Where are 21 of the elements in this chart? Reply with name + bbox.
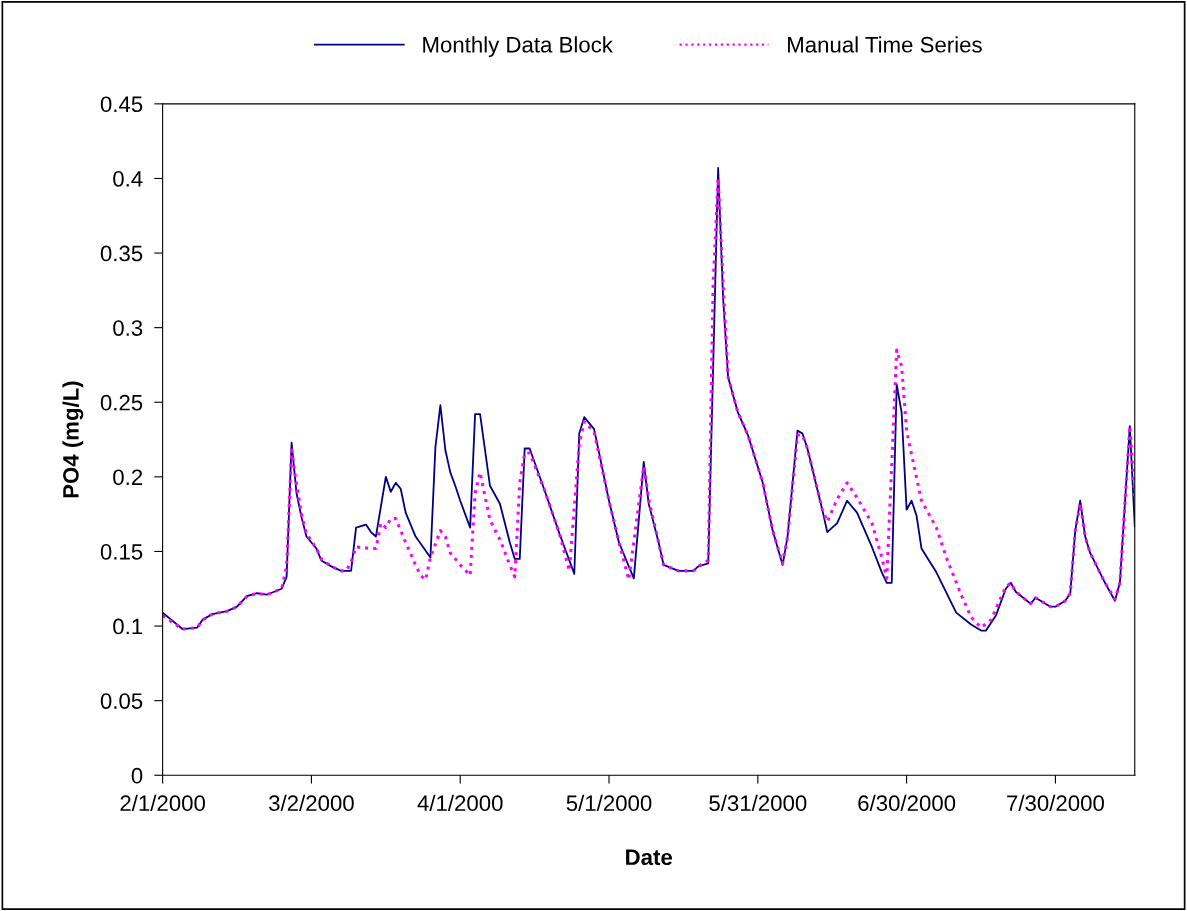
y-tick-label: 0.2 — [113, 469, 143, 486]
x-tick-label: 7/30/2000 — [1007, 794, 1104, 812]
x-tick-label: 6/30/2000 — [858, 794, 956, 812]
x-axis-title: Date — [626, 849, 673, 866]
x-tick-label: 5/31/2000 — [709, 794, 807, 812]
y-tick-label: 0.1 — [113, 618, 143, 635]
y-tick-label: 0.05 — [100, 693, 143, 709]
y-tick-label: 0.15 — [100, 543, 143, 560]
legend-label: Manual Time Series — [788, 36, 982, 53]
y-tick-label: 0.25 — [100, 394, 143, 411]
y-tick-label: 0.45 — [100, 96, 143, 113]
x-tick-label: 5/1/2000 — [566, 794, 652, 812]
y-tick-label: 0 — [131, 767, 143, 784]
y-tick-label: 0.3 — [113, 320, 143, 336]
y-tick-label: 0.4 — [113, 170, 143, 187]
x-tick-label: 2/1/2000 — [120, 794, 205, 812]
y-tick-label: 0.35 — [100, 245, 143, 262]
y-axis-title: PO4 (mg/L) — [62, 381, 84, 498]
x-tick-label: 4/1/2000 — [417, 794, 503, 812]
legend-label: Monthly Data Block — [423, 36, 613, 57]
x-tick-label: 3/2/2000 — [269, 794, 354, 812]
